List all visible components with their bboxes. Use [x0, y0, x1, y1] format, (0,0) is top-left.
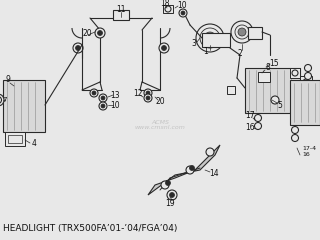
Bar — [258, 72, 270, 82]
Polygon shape — [148, 145, 220, 195]
Circle shape — [165, 6, 171, 12]
Circle shape — [196, 24, 224, 52]
Circle shape — [99, 94, 107, 102]
Circle shape — [101, 104, 105, 108]
Circle shape — [170, 192, 174, 198]
Text: 5: 5 — [277, 101, 283, 109]
Circle shape — [73, 43, 83, 53]
Circle shape — [162, 46, 166, 50]
Text: 20: 20 — [155, 97, 165, 107]
Text: 2: 2 — [238, 48, 242, 58]
Text: 16: 16 — [245, 124, 255, 132]
Circle shape — [167, 190, 177, 200]
Circle shape — [144, 94, 152, 102]
Circle shape — [0, 94, 4, 106]
Circle shape — [99, 102, 107, 110]
Circle shape — [292, 134, 299, 142]
Text: 3: 3 — [192, 40, 196, 48]
Text: 16: 16 — [302, 152, 310, 157]
Circle shape — [0, 96, 2, 103]
Circle shape — [161, 181, 169, 189]
Circle shape — [292, 70, 298, 76]
Circle shape — [206, 148, 214, 156]
Circle shape — [235, 25, 249, 39]
Circle shape — [165, 180, 171, 186]
Bar — [290, 80, 320, 125]
Circle shape — [181, 11, 185, 15]
Circle shape — [305, 72, 311, 79]
Text: 11: 11 — [116, 6, 126, 14]
Text: 20: 20 — [82, 29, 92, 37]
Circle shape — [179, 9, 187, 17]
Circle shape — [76, 46, 81, 50]
Text: 10: 10 — [110, 101, 120, 109]
Circle shape — [146, 91, 150, 95]
Text: 17-4: 17-4 — [302, 145, 316, 150]
Bar — [5, 132, 25, 146]
Text: 13: 13 — [110, 90, 120, 100]
Circle shape — [254, 114, 261, 121]
Text: 9: 9 — [5, 76, 11, 84]
Bar — [245, 68, 300, 113]
Bar — [248, 27, 262, 39]
Text: 4: 4 — [32, 138, 36, 148]
Text: 19: 19 — [165, 199, 175, 209]
Circle shape — [92, 91, 96, 95]
Circle shape — [200, 28, 220, 48]
Circle shape — [292, 126, 299, 133]
Circle shape — [101, 96, 105, 100]
Text: 10: 10 — [177, 0, 187, 10]
Bar — [163, 5, 173, 13]
Bar — [3, 80, 45, 132]
Bar — [227, 86, 235, 94]
Circle shape — [271, 96, 279, 104]
Text: ACMS
www.cmsnl.com: ACMS www.cmsnl.com — [135, 120, 185, 130]
Circle shape — [254, 122, 261, 130]
Circle shape — [144, 89, 152, 97]
Text: 18: 18 — [160, 0, 170, 7]
Circle shape — [204, 32, 216, 44]
Bar — [113, 10, 129, 20]
Circle shape — [238, 28, 246, 36]
Text: 12: 12 — [133, 89, 143, 97]
Text: 1: 1 — [204, 48, 208, 56]
Text: 7: 7 — [2, 97, 6, 103]
Bar — [290, 68, 300, 78]
Text: 14: 14 — [209, 168, 219, 178]
Text: HEADLIGHT (TRX500FA’01-’04/FGA’04): HEADLIGHT (TRX500FA’01-’04/FGA’04) — [3, 224, 177, 233]
Circle shape — [90, 89, 98, 97]
Circle shape — [146, 96, 150, 100]
Text: 17: 17 — [245, 112, 255, 120]
Bar — [300, 76, 312, 88]
Circle shape — [159, 43, 169, 53]
Circle shape — [305, 65, 311, 72]
Circle shape — [303, 79, 309, 85]
Text: 15: 15 — [269, 59, 279, 67]
Circle shape — [189, 166, 195, 170]
Bar — [8, 135, 22, 143]
Circle shape — [186, 166, 194, 174]
Circle shape — [95, 28, 105, 38]
Text: 8: 8 — [266, 64, 270, 72]
Bar — [202, 33, 230, 47]
Circle shape — [231, 21, 253, 43]
Circle shape — [98, 30, 102, 36]
